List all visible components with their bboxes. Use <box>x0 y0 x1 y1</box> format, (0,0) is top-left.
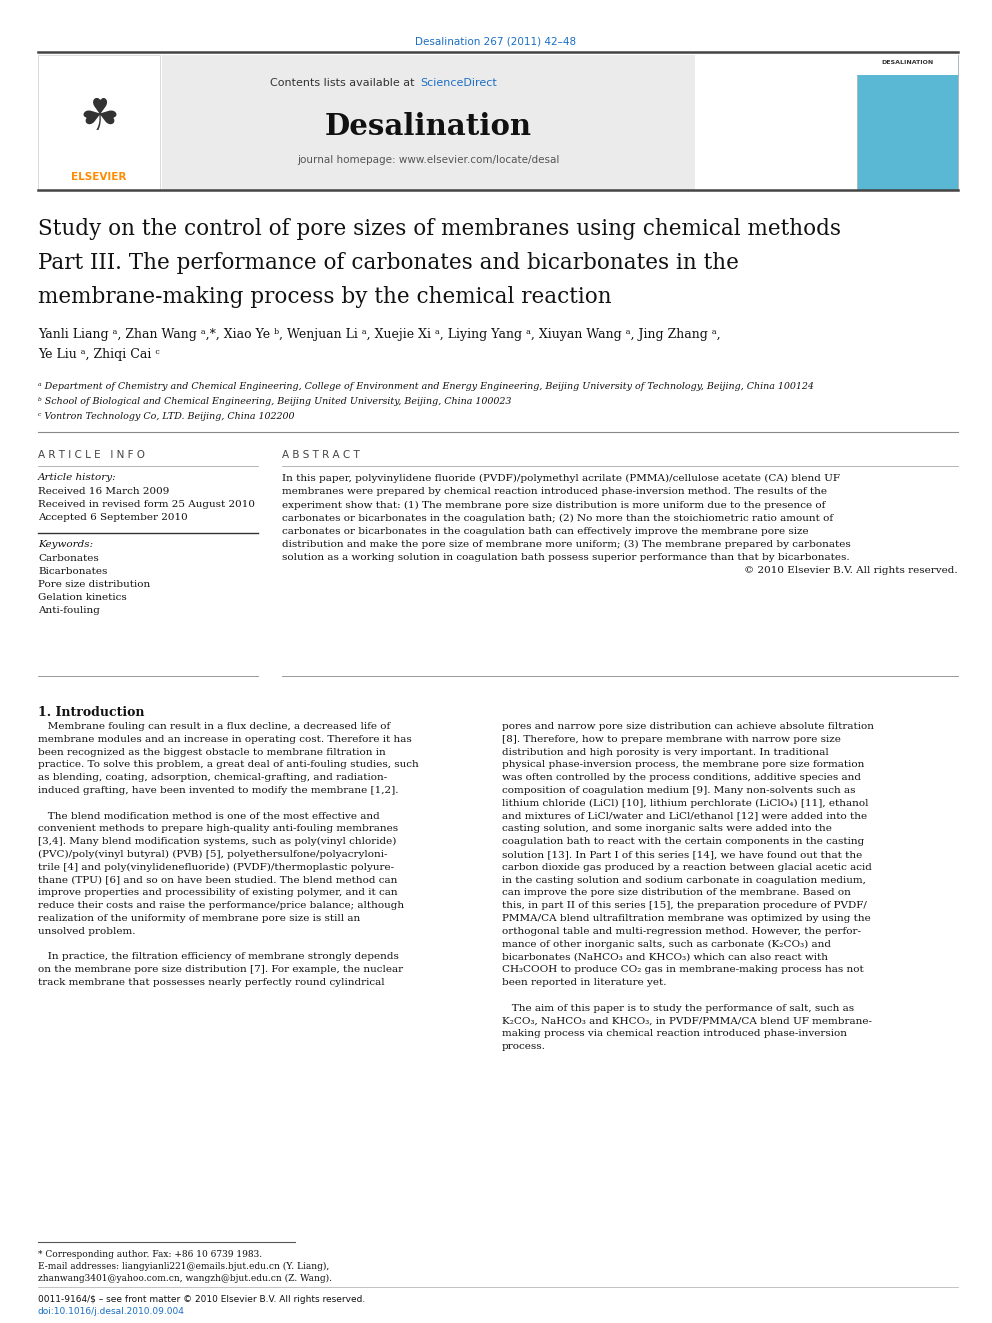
Text: was often controlled by the process conditions, additive species and: was often controlled by the process cond… <box>502 773 861 782</box>
Text: physical phase-inversion process, the membrane pore size formation: physical phase-inversion process, the me… <box>502 761 864 770</box>
Text: membrane-making process by the chemical reaction: membrane-making process by the chemical … <box>38 286 612 308</box>
Text: Part III. The performance of carbonates and bicarbonates in the: Part III. The performance of carbonates … <box>38 251 739 274</box>
Text: Carbonates: Carbonates <box>38 554 99 564</box>
Text: Article history:: Article history: <box>38 474 117 482</box>
Text: process.: process. <box>502 1043 546 1050</box>
Text: been reported in literature yet.: been reported in literature yet. <box>502 978 667 987</box>
Text: in the casting solution and sodium carbonate in coagulation medium,: in the casting solution and sodium carbo… <box>502 876 866 885</box>
Text: * Corresponding author. Fax: +86 10 6739 1983.: * Corresponding author. Fax: +86 10 6739… <box>38 1250 262 1259</box>
Bar <box>38 56 160 191</box>
Text: membrane modules and an increase in operating cost. Therefore it has: membrane modules and an increase in oper… <box>38 734 412 744</box>
Text: been recognized as the biggest obstacle to membrane filtration in: been recognized as the biggest obstacle … <box>38 747 386 757</box>
Text: Yanli Liang ᵃ, Zhan Wang ᵃ,*, Xiao Ye ᵇ, Wenjuan Li ᵃ, Xuejie Xi ᵃ, Liying Yang : Yanli Liang ᵃ, Zhan Wang ᵃ,*, Xiao Ye ᵇ,… <box>38 328 720 341</box>
Text: Anti-fouling: Anti-fouling <box>38 606 100 615</box>
Text: on the membrane pore size distribution [7]. For example, the nuclear: on the membrane pore size distribution [… <box>38 966 403 974</box>
Text: Membrane fouling can result in a flux decline, a decreased life of: Membrane fouling can result in a flux de… <box>38 722 390 732</box>
Text: distribution and make the pore size of membrane more uniform; (3) The membrane p: distribution and make the pore size of m… <box>282 540 851 549</box>
Text: Received 16 March 2009: Received 16 March 2009 <box>38 487 170 496</box>
Text: Gelation kinetics: Gelation kinetics <box>38 593 127 602</box>
Text: Contents lists available at: Contents lists available at <box>270 78 418 89</box>
Text: Accepted 6 September 2010: Accepted 6 September 2010 <box>38 513 187 523</box>
Text: 1. Introduction: 1. Introduction <box>38 706 145 718</box>
Text: Pore size distribution: Pore size distribution <box>38 579 150 589</box>
Text: Desalination: Desalination <box>324 112 532 142</box>
Text: (PVC)/poly(vinyl butyral) (PVB) [5], polyethersulfone/polyacryloni-: (PVC)/poly(vinyl butyral) (PVB) [5], pol… <box>38 849 388 859</box>
Text: improve properties and processibility of existing polymer, and it can: improve properties and processibility of… <box>38 889 398 897</box>
Text: PMMA/CA blend ultrafiltration membrane was optimized by using the: PMMA/CA blend ultrafiltration membrane w… <box>502 914 871 923</box>
Text: A B S T R A C T: A B S T R A C T <box>282 450 360 460</box>
Text: pores and narrow pore size distribution can achieve absolute filtration: pores and narrow pore size distribution … <box>502 722 874 732</box>
Text: membranes were prepared by chemical reaction introduced phase-inversion method. : membranes were prepared by chemical reac… <box>282 487 827 496</box>
Text: can improve the pore size distribution of the membrane. Based on: can improve the pore size distribution o… <box>502 889 851 897</box>
Text: mance of other inorganic salts, such as carbonate (K₂CO₃) and: mance of other inorganic salts, such as … <box>502 939 831 949</box>
Text: coagulation bath to react with the certain components in the casting: coagulation bath to react with the certa… <box>502 837 864 847</box>
Text: Received in revised form 25 August 2010: Received in revised form 25 August 2010 <box>38 500 255 509</box>
Text: convenient methods to prepare high-quality anti-fouling membranes: convenient methods to prepare high-quali… <box>38 824 398 833</box>
Text: lithium chloride (LiCl) [10], lithium perchlorate (LiClO₄) [11], ethanol: lithium chloride (LiCl) [10], lithium pe… <box>502 799 869 808</box>
Text: DESALINATION: DESALINATION <box>881 60 933 65</box>
Text: ᶜ Vontron Technology Co, LTD. Beijing, China 102200: ᶜ Vontron Technology Co, LTD. Beijing, C… <box>38 411 295 421</box>
Text: zhanwang3401@yahoo.com.cn, wangzh@bjut.edu.cn (Z. Wang).: zhanwang3401@yahoo.com.cn, wangzh@bjut.e… <box>38 1274 332 1283</box>
Text: as blending, coating, adsorption, chemical-grafting, and radiation-: as blending, coating, adsorption, chemic… <box>38 773 387 782</box>
Text: carbon dioxide gas produced by a reaction between glacial acetic acid: carbon dioxide gas produced by a reactio… <box>502 863 872 872</box>
Text: thane (TPU) [6] and so on have been studied. The blend method can: thane (TPU) [6] and so on have been stud… <box>38 876 398 885</box>
Text: K₂CO₃, NaHCO₃ and KHCO₃, in PVDF/PMMA/CA blend UF membrane-: K₂CO₃, NaHCO₃ and KHCO₃, in PVDF/PMMA/CA… <box>502 1016 872 1025</box>
Text: Bicarbonates: Bicarbonates <box>38 568 107 576</box>
Text: journal homepage: www.elsevier.com/locate/desal: journal homepage: www.elsevier.com/locat… <box>297 155 559 165</box>
Text: Ye Liu ᵃ, Zhiqi Cai ᶜ: Ye Liu ᵃ, Zhiqi Cai ᶜ <box>38 348 160 361</box>
Text: The aim of this paper is to study the performance of salt, such as: The aim of this paper is to study the pe… <box>502 1004 854 1012</box>
Text: Study on the control of pore sizes of membranes using chemical methods: Study on the control of pore sizes of me… <box>38 218 841 239</box>
Text: distribution and high porosity is very important. In traditional: distribution and high porosity is very i… <box>502 747 828 757</box>
Text: [3,4]. Many blend modification systems, such as poly(vinyl chloride): [3,4]. Many blend modification systems, … <box>38 837 397 847</box>
Text: experiment show that: (1) The membrane pore size distribution is more uniform du: experiment show that: (1) The membrane p… <box>282 500 825 509</box>
Text: making process via chemical reaction introduced phase-inversion: making process via chemical reaction int… <box>502 1029 847 1039</box>
Text: solution as a working solution in coagulation bath possess superior performance : solution as a working solution in coagul… <box>282 553 849 562</box>
Text: In practice, the filtration efficiency of membrane strongly depends: In practice, the filtration efficiency o… <box>38 953 399 962</box>
Text: orthogonal table and multi-regression method. However, the perfor-: orthogonal table and multi-regression me… <box>502 927 861 935</box>
Bar <box>162 56 695 191</box>
Text: and mixtures of LiCl/water and LiCl/ethanol [12] were added into the: and mixtures of LiCl/water and LiCl/etha… <box>502 811 867 820</box>
Text: track membrane that possesses nearly perfectly round cylindrical: track membrane that possesses nearly per… <box>38 978 385 987</box>
Text: bicarbonates (NaHCO₃ and KHCO₃) which can also react with: bicarbonates (NaHCO₃ and KHCO₃) which ca… <box>502 953 828 962</box>
Text: composition of coagulation medium [9]. Many non-solvents such as: composition of coagulation medium [9]. M… <box>502 786 855 795</box>
Text: practice. To solve this problem, a great deal of anti-fouling studies, such: practice. To solve this problem, a great… <box>38 761 419 770</box>
Text: ELSEVIER: ELSEVIER <box>71 172 127 183</box>
Text: © 2010 Elsevier B.V. All rights reserved.: © 2010 Elsevier B.V. All rights reserved… <box>744 566 958 576</box>
Text: ᵃ Department of Chemistry and Chemical Engineering, College of Environment and E: ᵃ Department of Chemistry and Chemical E… <box>38 382 813 392</box>
Text: In this paper, polyvinylidene fluoride (PVDF)/polymethyl acrilate (PMMA)/cellulo: In this paper, polyvinylidene fluoride (… <box>282 474 840 483</box>
Text: 0011-9164/$ – see front matter © 2010 Elsevier B.V. All rights reserved.: 0011-9164/$ – see front matter © 2010 El… <box>38 1295 365 1304</box>
Text: ᵇ School of Biological and Chemical Engineering, Beijing United University, Beij: ᵇ School of Biological and Chemical Engi… <box>38 397 511 406</box>
Text: Keywords:: Keywords: <box>38 540 93 549</box>
Text: CH₃COOH to produce CO₂ gas in membrane-making process has not: CH₃COOH to produce CO₂ gas in membrane-m… <box>502 966 864 974</box>
Text: E-mail addresses: liangyianli221@emails.bjut.edu.cn (Y. Liang),: E-mail addresses: liangyianli221@emails.… <box>38 1262 329 1271</box>
Text: The blend modification method is one of the most effective and: The blend modification method is one of … <box>38 811 380 820</box>
Text: reduce their costs and raise the performance/price balance; although: reduce their costs and raise the perform… <box>38 901 404 910</box>
Text: doi:10.1016/j.desal.2010.09.004: doi:10.1016/j.desal.2010.09.004 <box>38 1307 185 1316</box>
Text: induced grafting, have been invented to modify the membrane [1,2].: induced grafting, have been invented to … <box>38 786 399 795</box>
Text: carbonates or bicarbonates in the coagulation bath; (2) No more than the stoichi: carbonates or bicarbonates in the coagul… <box>282 513 833 523</box>
Text: carbonates or bicarbonates in the coagulation bath can effectively improve the m: carbonates or bicarbonates in the coagul… <box>282 527 808 536</box>
Text: casting solution, and some inorganic salts were added into the: casting solution, and some inorganic sal… <box>502 824 832 833</box>
Text: solution [13]. In Part I of this series [14], we have found out that the: solution [13]. In Part I of this series … <box>502 849 862 859</box>
Text: realization of the uniformity of membrane pore size is still an: realization of the uniformity of membran… <box>38 914 360 923</box>
Text: Desalination 267 (2011) 42–48: Desalination 267 (2011) 42–48 <box>416 36 576 46</box>
Text: trile [4] and poly(vinylidenefluoride) (PVDF)/thermoplastic polyure-: trile [4] and poly(vinylidenefluoride) (… <box>38 863 394 872</box>
Bar <box>857 56 958 191</box>
Text: unsolved problem.: unsolved problem. <box>38 927 136 935</box>
Text: [8]. Therefore, how to prepare membrane with narrow pore size: [8]. Therefore, how to prepare membrane … <box>502 734 841 744</box>
Text: this, in part II of this series [15], the preparation procedure of PVDF/: this, in part II of this series [15], th… <box>502 901 867 910</box>
Bar <box>857 56 958 75</box>
Text: A R T I C L E   I N F O: A R T I C L E I N F O <box>38 450 145 460</box>
Text: ☘: ☘ <box>79 97 119 139</box>
Text: ScienceDirect: ScienceDirect <box>420 78 497 89</box>
